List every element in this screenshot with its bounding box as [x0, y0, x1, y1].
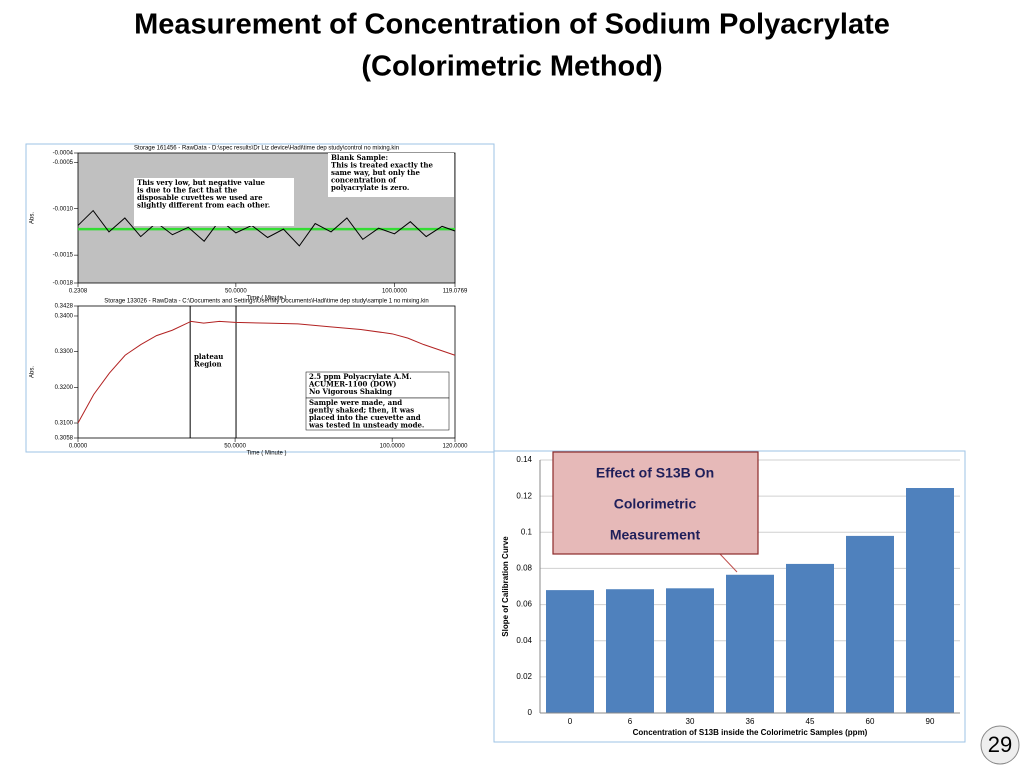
annotation-text: Measurement: [610, 527, 701, 543]
annotation-box: [328, 153, 454, 197]
annotation-text: Colorimetric: [614, 496, 697, 512]
annotation-text: Effect of S13B On: [596, 465, 714, 481]
y-tick-label: 0.3100: [55, 421, 74, 427]
x-tick-label: 120.0000: [442, 444, 468, 450]
annotation-text: same way, but only the: [331, 168, 421, 177]
annotation-text: 2.5 ppm Polyacrylate A.M.: [309, 372, 412, 381]
annotation-text: was tested in unsteady mode.: [308, 421, 424, 430]
x-tick-label: 50.0000: [225, 289, 247, 295]
y-tick-label: 0.3058: [55, 436, 74, 442]
plot-header: Storage 161456 - RawData - D:\spec resul…: [134, 146, 399, 152]
y-tick-label: 0.12: [516, 491, 532, 500]
page-number: 29: [988, 732, 1012, 757]
annotation-arrow: [719, 553, 738, 573]
x-tick-label: 0.2308: [69, 289, 88, 295]
y-tick-label: 0.06: [516, 600, 532, 609]
x-axis-label: Concentration of S13B inside the Colorim…: [633, 728, 868, 737]
annotation-text: No Vigorous Shaking: [309, 387, 392, 396]
x-tick-label: 30: [686, 717, 695, 726]
x-tick-label: 6: [628, 717, 633, 726]
y-tick-label: 0.08: [516, 564, 532, 573]
y-tick-label: 0.04: [516, 636, 532, 645]
annotation-box: [552, 451, 759, 555]
x-tick-label: 100.0000: [380, 444, 406, 450]
x-tick-label: 0: [568, 717, 573, 726]
annotation-text: ACUMER-1100 (DOW): [308, 380, 397, 389]
bar: [606, 589, 654, 713]
x-tick-label: 0.0000: [69, 444, 88, 450]
annotation-box: [191, 352, 234, 395]
annotation-text: Blank Sample:: [331, 153, 388, 162]
y-tick-label: 0.3300: [55, 349, 74, 355]
annotation-text: slightly different from each other.: [137, 201, 270, 210]
x-tick-label: 119.0769: [443, 289, 468, 295]
y-tick-label: 0.02: [516, 672, 532, 681]
bar: [786, 563, 834, 713]
x-tick-label: 100.0000: [382, 289, 408, 295]
x-tick-label: 36: [746, 717, 755, 726]
annotation-text: disposable cuvettes we used are: [137, 193, 263, 202]
y-tick-label: -0.0018: [53, 281, 74, 287]
bar: [726, 574, 774, 713]
y-tick-label: -0.0010: [53, 206, 74, 212]
y-tick-label: 0.3428: [55, 304, 74, 310]
y-tick-label: 0.3200: [55, 385, 74, 391]
x-axis-label: Time ( Minute ): [246, 296, 286, 302]
y-tick-label: 0.3400: [55, 314, 74, 320]
annotation-text: This very low, but negative value: [137, 178, 266, 187]
x-tick-label: 45: [806, 717, 815, 726]
bar: [906, 488, 954, 713]
plot-header: Storage 133026 - RawData - C:\Documents …: [104, 299, 428, 305]
bar: [546, 590, 594, 713]
y-tick-label: -0.0015: [53, 253, 74, 259]
annotation-text: placed into the cuevette and: [309, 413, 421, 422]
bar: [846, 535, 894, 713]
annotation-text: This is treated exactly the: [331, 161, 433, 170]
y-tick-label: -0.0005: [53, 160, 74, 166]
x-tick-label: 60: [866, 717, 875, 726]
annotation-text: Region: [194, 360, 222, 369]
annotation-text: gently shaked; then, it was: [309, 406, 414, 415]
bar: [666, 588, 714, 713]
annotation-text: is due to the fact that the: [137, 186, 238, 195]
y-axis-label: Abs.: [30, 212, 36, 224]
slide-title: Measurement of Concentration of Sodium P…: [134, 9, 890, 41]
x-axis-label: Time ( Minute ): [246, 451, 286, 457]
y-tick-label: 0.1: [521, 527, 533, 536]
x-tick-label: 50.0000: [224, 444, 246, 450]
data-line: [77, 209, 456, 247]
data-line: [77, 320, 456, 424]
annotation-box: [305, 397, 450, 431]
annotation-text: concentration of: [331, 176, 397, 185]
y-tick-label: -0.0004: [53, 151, 74, 157]
annotation-box: [134, 178, 294, 226]
slide-title: (Colorimetric Method): [361, 51, 662, 83]
page-badge: [980, 725, 1020, 765]
annotation-box: [305, 371, 450, 399]
x-tick-label: 90: [926, 717, 935, 726]
y-axis-label: Abs.: [30, 366, 36, 378]
annotation-text: polyacrylate is zero.: [331, 183, 409, 192]
y-tick-label: 0: [528, 708, 533, 717]
annotation-text: Sample were made, and: [309, 398, 402, 407]
y-tick-label: 0.14: [516, 455, 532, 464]
y-axis-label: Slope of Calibration Curve: [501, 536, 510, 637]
annotation-text: plateau: [194, 352, 223, 361]
